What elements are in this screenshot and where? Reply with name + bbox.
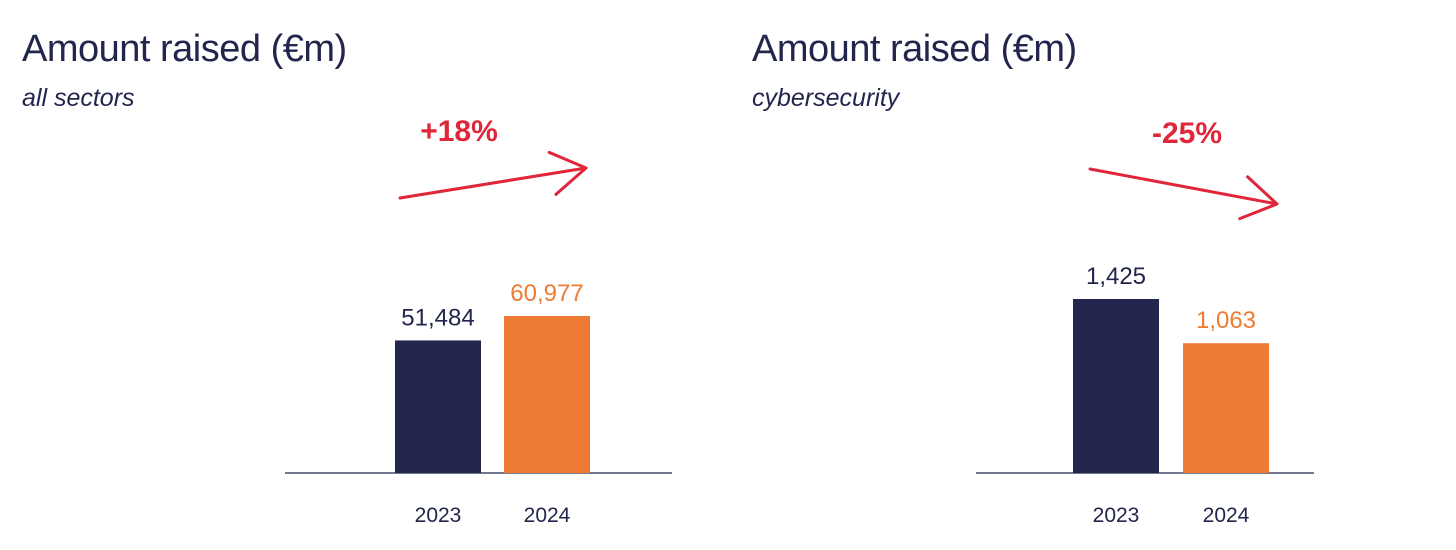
bar-2024 (504, 316, 590, 473)
percent-change-label: -25% (1152, 117, 1222, 150)
value-label-2024: 60,977 (510, 280, 583, 307)
bar-2024 (1183, 343, 1269, 473)
arrow-down-icon (1088, 167, 1279, 221)
x-tick-label-2024: 2024 (524, 504, 571, 527)
bar-2023 (1073, 299, 1159, 473)
chart-panel-all-sectors: Amount raised (€m) all sectors 51,484 202… (22, 28, 672, 527)
x-tick-label-2024: 2024 (1203, 504, 1250, 527)
value-label-2023: 1,425 (1086, 263, 1146, 290)
value-label-2023: 51,484 (401, 304, 474, 331)
arrow-up-icon (398, 150, 588, 200)
x-tick-label-2023: 2023 (1093, 504, 1140, 527)
arrow-shaft (398, 166, 588, 200)
chart-title: Amount raised (€m) (22, 28, 347, 70)
chart-subtitle: all sectors (22, 84, 135, 112)
bar-chart-all-sectors: 51,484 2023 60,977 2024 +18% (285, 115, 672, 527)
chart-panel-cybersecurity: Amount raised (€m) cybersecurity 1,425 20… (728, 0, 1456, 550)
value-label-2024: 1,063 (1196, 307, 1256, 334)
arrow-head (1238, 175, 1279, 221)
x-tick-label-2023: 2023 (415, 504, 462, 527)
bar-2023 (395, 340, 481, 473)
arrow-head (547, 150, 588, 196)
arrow-shaft (1088, 167, 1279, 206)
chart-title: Amount raised (€m) (752, 28, 1077, 70)
percent-change-label: +18% (420, 115, 498, 148)
chart-subtitle: cybersecurity (752, 84, 900, 112)
bar-chart-cybersecurity: 1,425 2023 1,063 2024 -25% (976, 117, 1314, 527)
